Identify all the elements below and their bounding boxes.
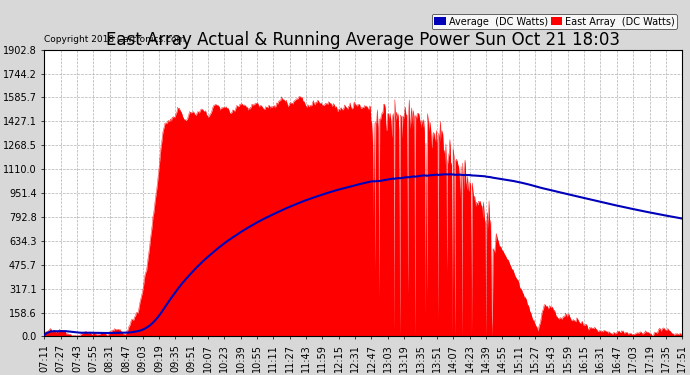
- Title: East Array Actual & Running Average Power Sun Oct 21 18:03: East Array Actual & Running Average Powe…: [106, 32, 620, 50]
- Legend: Average  (DC Watts), East Array  (DC Watts): Average (DC Watts), East Array (DC Watts…: [431, 14, 678, 29]
- Text: Copyright 2018 Cartronics.com: Copyright 2018 Cartronics.com: [44, 35, 186, 44]
